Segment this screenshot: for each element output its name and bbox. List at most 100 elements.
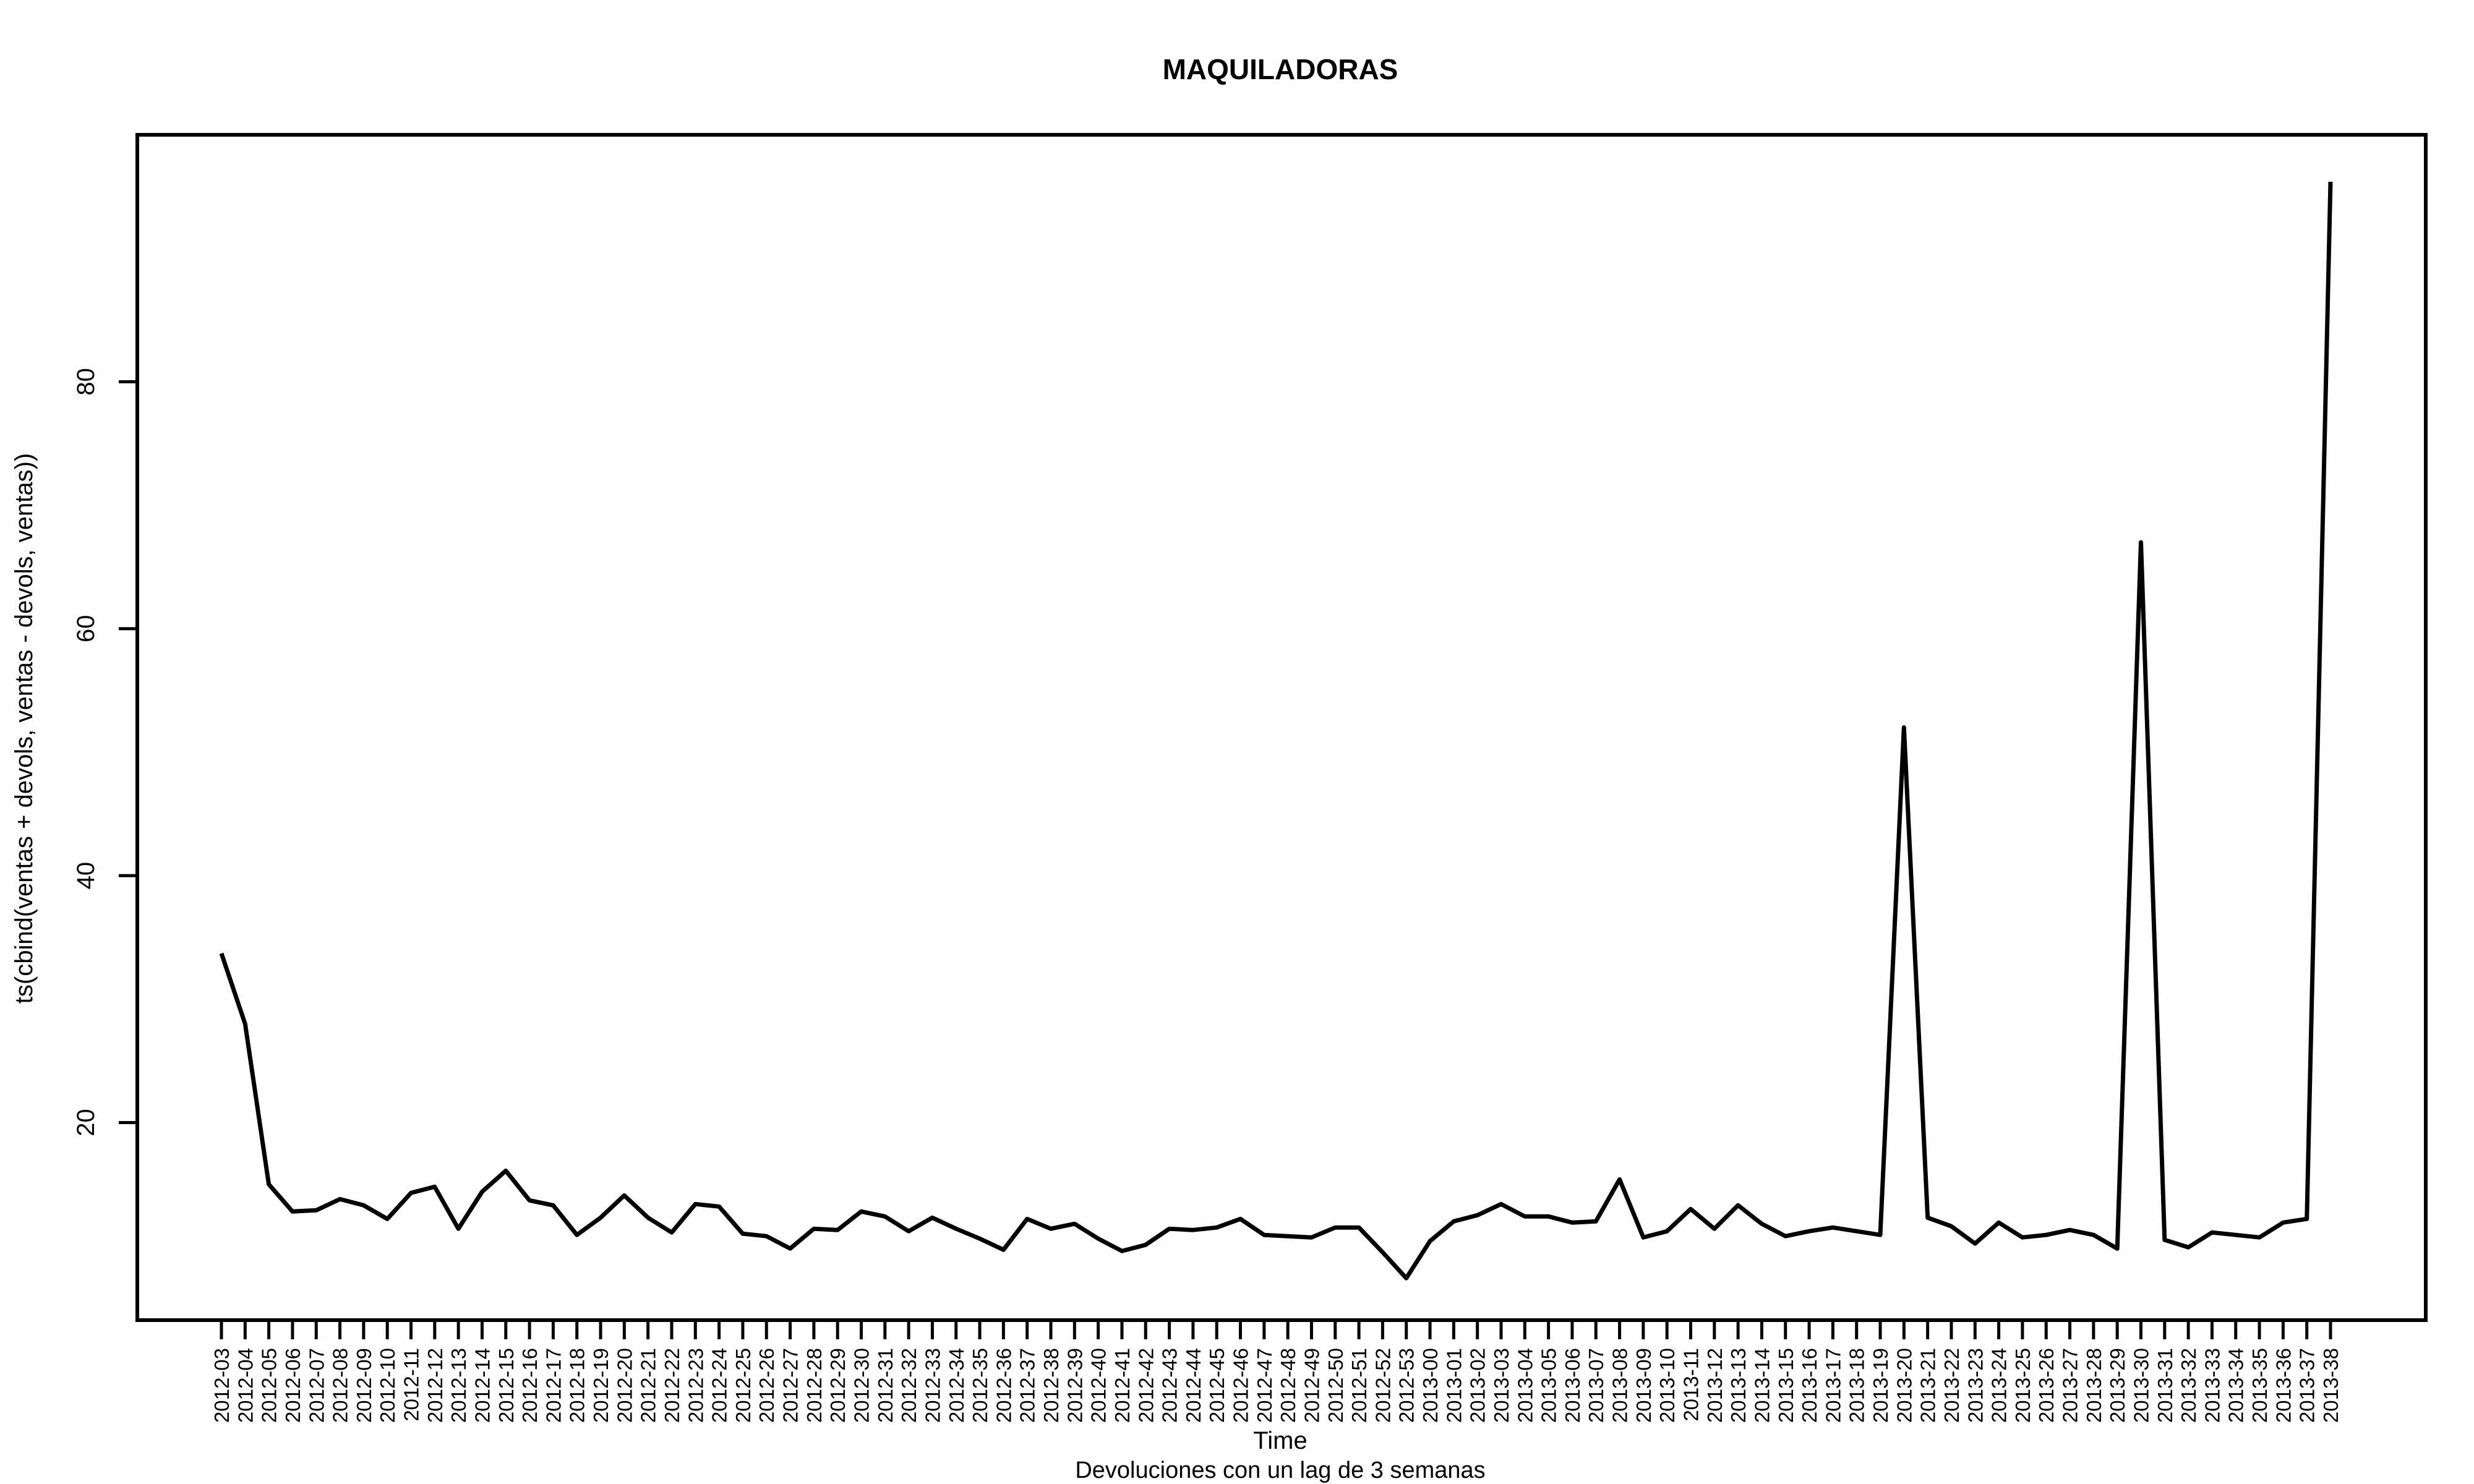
x-tick-label: 2012-25 xyxy=(732,1348,755,1423)
x-tick-label: 2012-14 xyxy=(471,1348,494,1423)
x-tick-label: 2013-03 xyxy=(1490,1348,1513,1423)
x-tick-label: 2013-27 xyxy=(2059,1348,2082,1423)
x-tick-label: 2012-08 xyxy=(329,1348,352,1423)
x-tick-label: 2013-34 xyxy=(2225,1348,2248,1423)
x-tick-label: 2013-19 xyxy=(1869,1348,1892,1423)
x-tick-label: 2012-31 xyxy=(874,1348,897,1423)
x-tick-label: 2013-07 xyxy=(1585,1348,1607,1423)
x-tick-label: 2012-20 xyxy=(613,1348,636,1423)
x-tick-label: 2013-08 xyxy=(1609,1348,1632,1423)
x-tick-label: 2012-24 xyxy=(708,1348,731,1423)
x-tick-label: 2012-27 xyxy=(779,1348,802,1423)
x-tick-label: 2013-17 xyxy=(1821,1348,1844,1423)
x-tick-label: 2012-09 xyxy=(353,1348,375,1423)
x-tick-label: 2013-23 xyxy=(1964,1348,1987,1423)
x-tick-label: 2012-48 xyxy=(1277,1348,1299,1423)
x-tick-label: 2013-15 xyxy=(1774,1348,1797,1423)
x-tick-label: 2012-52 xyxy=(1371,1348,1394,1423)
x-tick-label: 2012-47 xyxy=(1253,1348,1276,1423)
x-tick-label: 2013-12 xyxy=(1703,1348,1726,1423)
chart-subtitle: Devoluciones con un lag de 3 semanas xyxy=(1075,1457,1485,1483)
x-tick-label: 2012-45 xyxy=(1205,1348,1228,1423)
x-tick-label: 2012-43 xyxy=(1158,1348,1181,1423)
x-tick-label: 2013-24 xyxy=(1988,1348,2011,1423)
x-tick-label: 2012-37 xyxy=(1016,1348,1039,1423)
x-tick-label: 2012-11 xyxy=(400,1348,423,1422)
x-tick-label: 2012-12 xyxy=(424,1348,447,1423)
x-tick-label: 2012-29 xyxy=(826,1348,849,1423)
x-tick-label: 2013-02 xyxy=(1466,1348,1489,1423)
x-tick-label: 2012-53 xyxy=(1395,1348,1418,1423)
x-tick-label: 2012-22 xyxy=(661,1348,683,1423)
x-tick-label: 2013-05 xyxy=(1538,1348,1560,1423)
x-tick-label: 2012-51 xyxy=(1348,1348,1371,1423)
x-tick-label: 2012-05 xyxy=(258,1348,281,1423)
x-tick-label: 2013-33 xyxy=(2201,1348,2224,1423)
x-tick-label: 2013-21 xyxy=(1917,1348,1940,1423)
x-tick-label: 2012-44 xyxy=(1182,1348,1205,1423)
x-tick-label: 2013-13 xyxy=(1727,1348,1750,1423)
x-axis-label: Time xyxy=(1253,1427,1307,1454)
x-axis: 2012-03 2012-04 2012-05 2012-06 2012-07 2012-… xyxy=(210,1320,2342,1423)
x-tick-label: 2013-26 xyxy=(2035,1348,2058,1423)
x-tick-label: 2013-25 xyxy=(2011,1348,2034,1423)
x-tick-label: 2013-01 xyxy=(1442,1348,1465,1423)
y-tick-label: 60 xyxy=(72,615,100,643)
x-tick-label: 2012-04 xyxy=(234,1348,257,1423)
x-tick-label: 2012-35 xyxy=(969,1348,991,1423)
x-tick-label: 2013-28 xyxy=(2082,1348,2105,1423)
x-tick-label: 2012-15 xyxy=(495,1348,518,1423)
x-tick-label: 2013-37 xyxy=(2296,1348,2319,1423)
x-tick-label: 2013-11 xyxy=(1680,1348,1703,1422)
x-tick-label: 2012-34 xyxy=(945,1348,968,1423)
x-tick-label: 2013-31 xyxy=(2154,1348,2177,1423)
y-tick-label: 80 xyxy=(72,368,100,396)
x-tick-label: 2012-46 xyxy=(1230,1348,1252,1423)
x-tick-label: 2012-38 xyxy=(1040,1348,1063,1423)
x-tick-label: 2012-26 xyxy=(755,1348,778,1423)
x-tick-label: 2012-18 xyxy=(566,1348,589,1423)
x-tick-label: 2013-32 xyxy=(2177,1348,2200,1423)
x-tick-label: 2012-07 xyxy=(305,1348,328,1423)
plot-area-border xyxy=(135,133,2428,1322)
x-tick-label: 2012-40 xyxy=(1087,1348,1110,1423)
x-tick-label: 2012-41 xyxy=(1111,1348,1134,1423)
x-tick-label: 2013-14 xyxy=(1750,1348,1773,1423)
x-tick-label: 2013-36 xyxy=(2272,1348,2295,1423)
x-tick-label: 2013-35 xyxy=(2248,1348,2271,1423)
x-tick-label: 2013-00 xyxy=(1419,1348,1442,1423)
y-axis: 20 40 60 80 xyxy=(72,368,137,1136)
x-tick-label: 2012-32 xyxy=(897,1348,920,1423)
x-tick-label: 2012-42 xyxy=(1134,1348,1157,1423)
chart-title: MAQUILADORAS xyxy=(1163,53,1398,85)
x-tick-label: 2012-10 xyxy=(376,1348,399,1423)
x-tick-label: 2012-03 xyxy=(210,1348,233,1423)
x-tick-label: 2013-22 xyxy=(1940,1348,1963,1423)
x-tick-label: 2013-18 xyxy=(1846,1348,1868,1423)
x-tick-label: 2013-16 xyxy=(1798,1348,1821,1423)
x-tick-label: 2013-38 xyxy=(2319,1348,2342,1423)
y-axis-label: ts(cbind(ventas + devols, ventas - devol… xyxy=(11,453,38,1004)
x-tick-label: 2012-21 xyxy=(637,1348,660,1423)
x-tick-label: 2012-30 xyxy=(850,1348,873,1423)
x-tick-label: 2012-49 xyxy=(1300,1348,1323,1423)
x-tick-label: 2012-39 xyxy=(1063,1348,1086,1423)
series-line xyxy=(219,181,2333,1281)
x-tick-label: 2012-33 xyxy=(921,1348,944,1423)
y-tick-label: 40 xyxy=(72,862,100,890)
x-tick-label: 2012-16 xyxy=(518,1348,541,1423)
x-tick-label: 2012-28 xyxy=(803,1348,826,1423)
x-tick-label: 2012-17 xyxy=(542,1348,565,1423)
x-tick-label: 2013-09 xyxy=(1632,1348,1655,1423)
x-tick-label: 2013-30 xyxy=(2129,1348,2152,1423)
x-tick-label: 2013-29 xyxy=(2106,1348,2129,1423)
x-tick-label: 2013-10 xyxy=(1656,1348,1679,1423)
x-tick-label: 2013-04 xyxy=(1513,1348,1536,1423)
x-tick-label: 2012-50 xyxy=(1324,1348,1347,1423)
x-tick-label: 2012-13 xyxy=(447,1348,470,1423)
x-tick-label: 2013-06 xyxy=(1561,1348,1584,1423)
x-tick-label: 2013-20 xyxy=(1893,1348,1915,1423)
x-tick-label: 2012-06 xyxy=(281,1348,304,1423)
x-tick-label: 2012-36 xyxy=(992,1348,1015,1423)
